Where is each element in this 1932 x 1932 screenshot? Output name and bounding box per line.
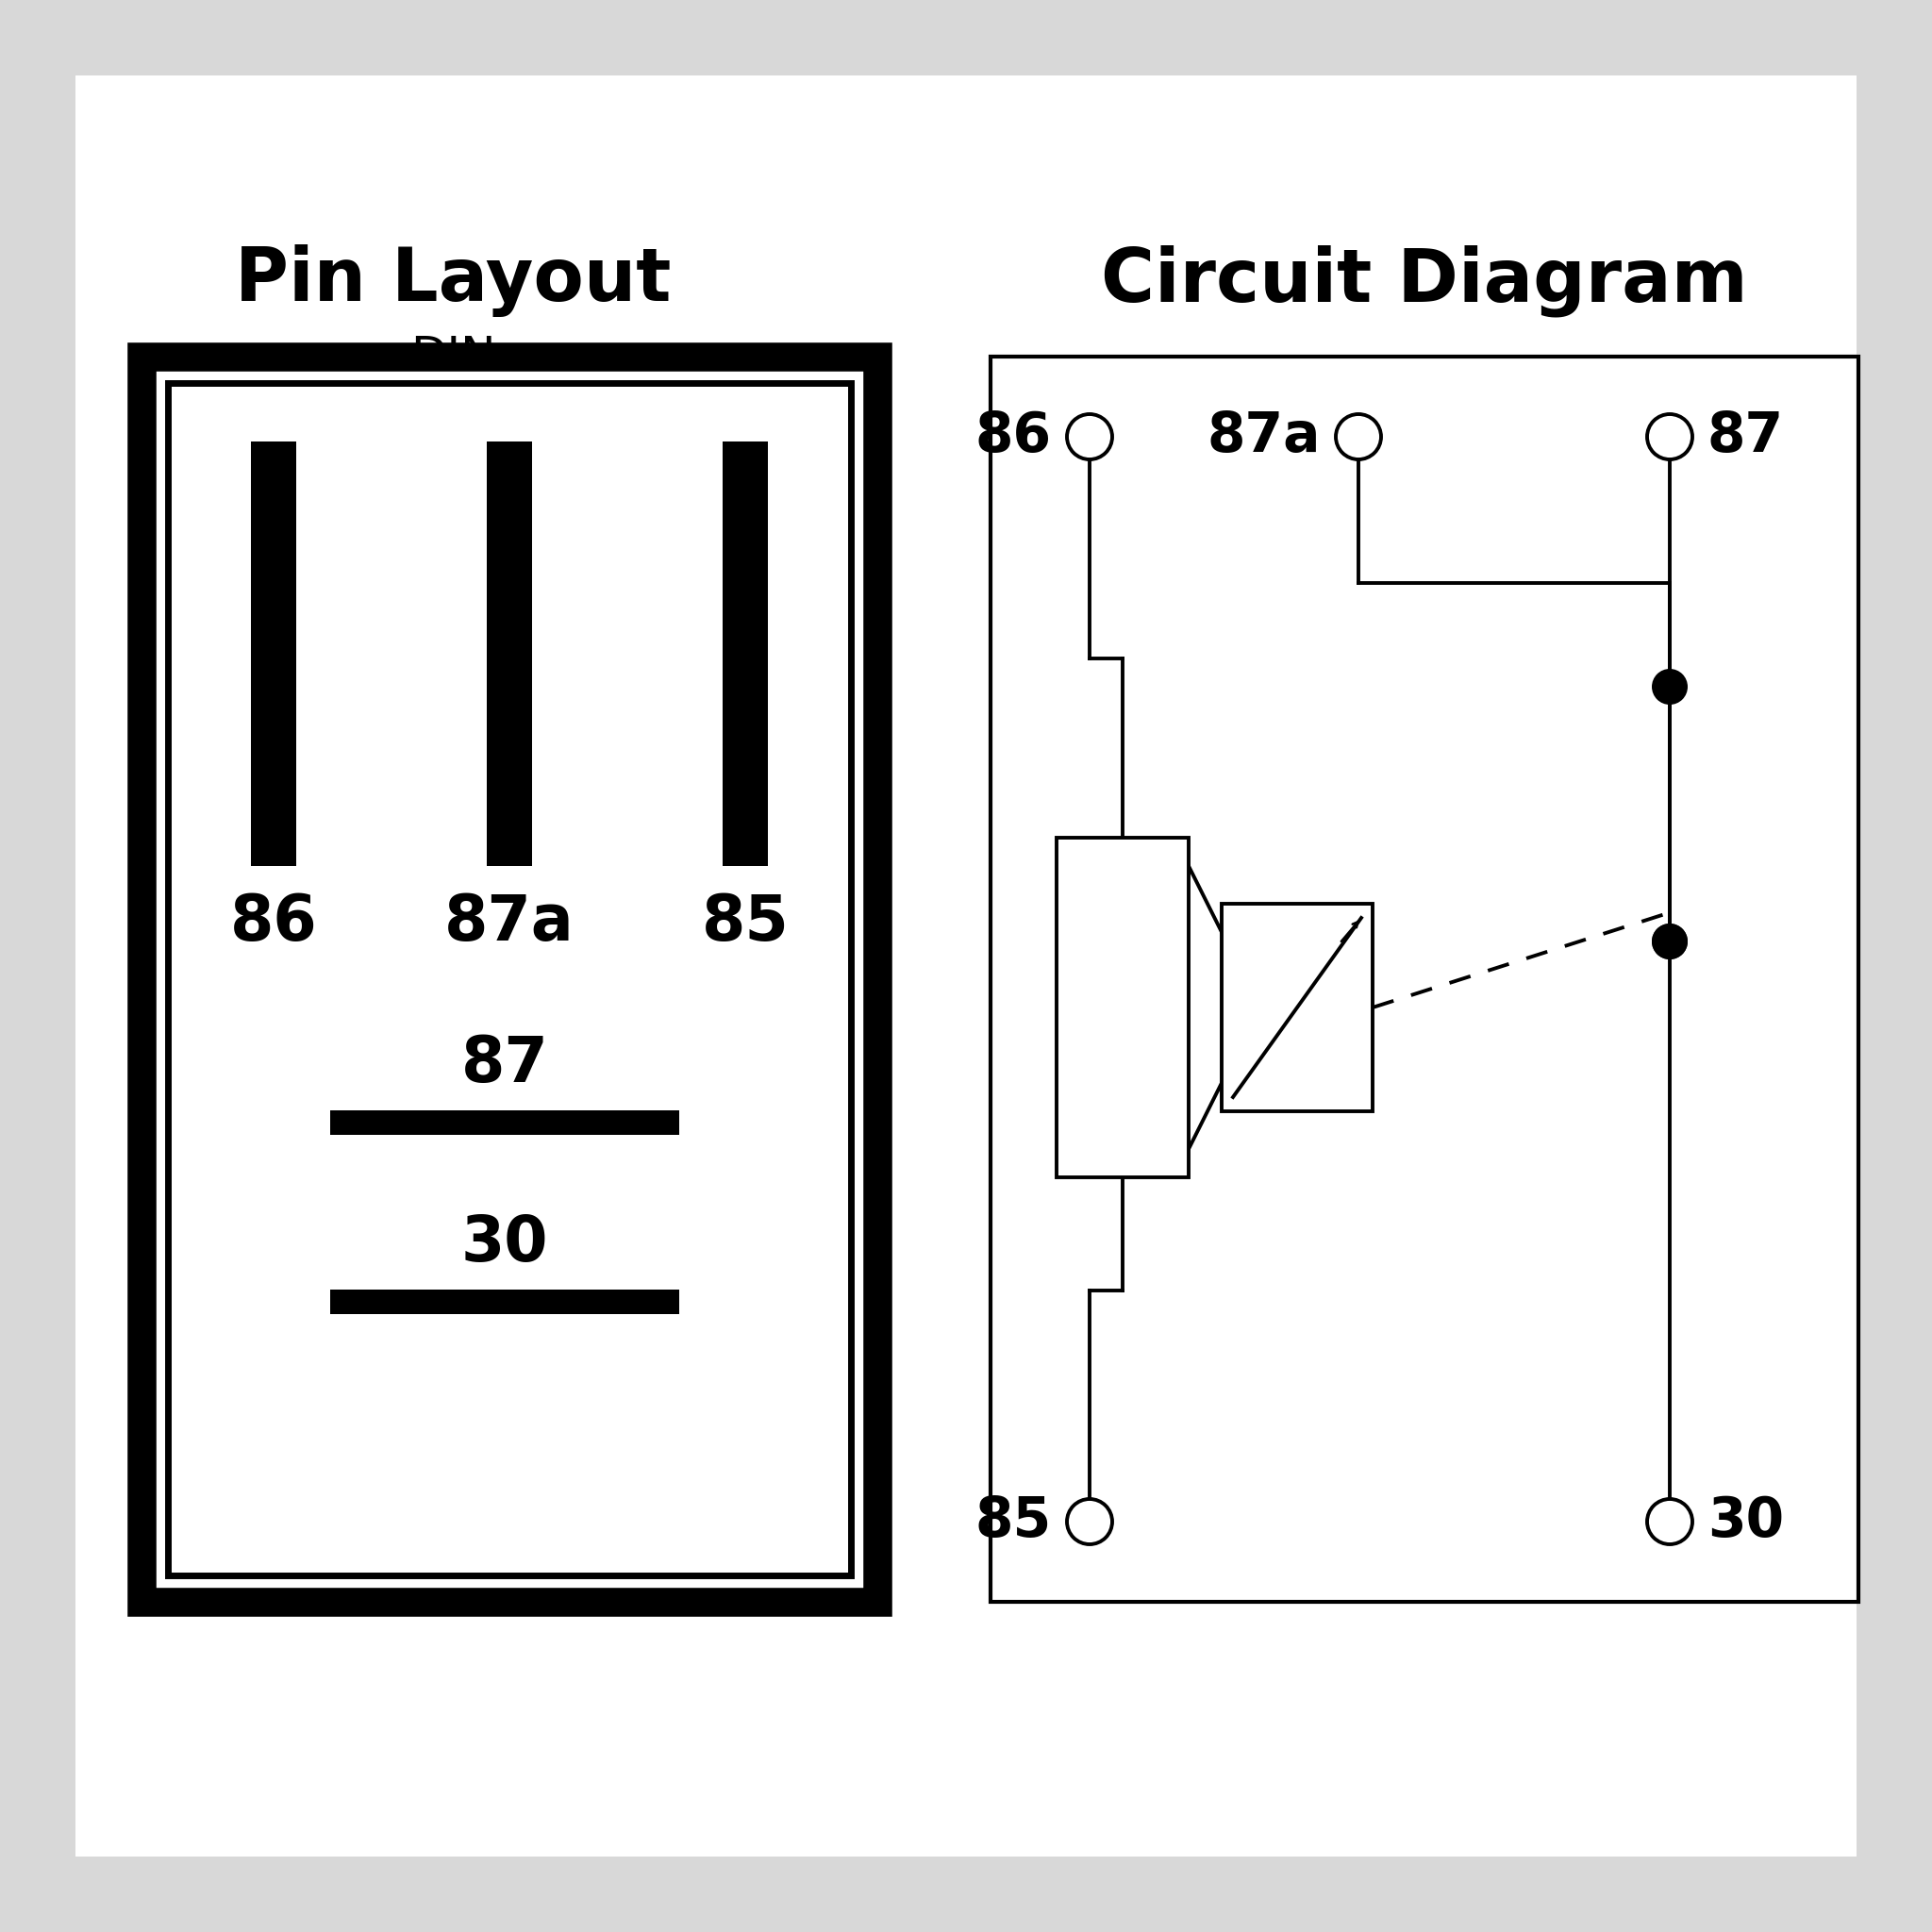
Circle shape <box>1652 923 1689 960</box>
Text: 87: 87 <box>462 1034 549 1095</box>
Bar <box>251 442 296 866</box>
Text: 87a: 87a <box>1208 410 1321 464</box>
Bar <box>1057 838 1188 1177</box>
Bar <box>723 442 767 866</box>
Circle shape <box>1648 1499 1692 1544</box>
Text: 87a: 87a <box>444 891 574 954</box>
Circle shape <box>1335 413 1381 460</box>
Text: Pin Layout: Pin Layout <box>234 245 670 317</box>
Text: 30: 30 <box>1708 1495 1783 1549</box>
Circle shape <box>1648 413 1692 460</box>
Text: 85: 85 <box>976 1495 1051 1549</box>
Text: 86: 86 <box>976 410 1051 464</box>
Circle shape <box>1066 413 1113 460</box>
Circle shape <box>1652 668 1689 705</box>
Circle shape <box>1066 1499 1113 1544</box>
Bar <box>1221 904 1372 1111</box>
Bar <box>330 1289 680 1314</box>
Circle shape <box>1652 923 1689 960</box>
Bar <box>141 357 877 1602</box>
Text: Circuit Diagram: Circuit Diagram <box>1101 245 1748 317</box>
Bar <box>487 442 531 866</box>
Text: 86: 86 <box>230 891 317 954</box>
Bar <box>991 357 1859 1602</box>
Bar <box>168 383 850 1575</box>
Text: 87: 87 <box>1708 410 1783 464</box>
Text: DIN: DIN <box>410 334 495 379</box>
Text: 30: 30 <box>462 1211 549 1275</box>
Bar <box>330 1111 680 1134</box>
Text: 85: 85 <box>701 891 788 954</box>
